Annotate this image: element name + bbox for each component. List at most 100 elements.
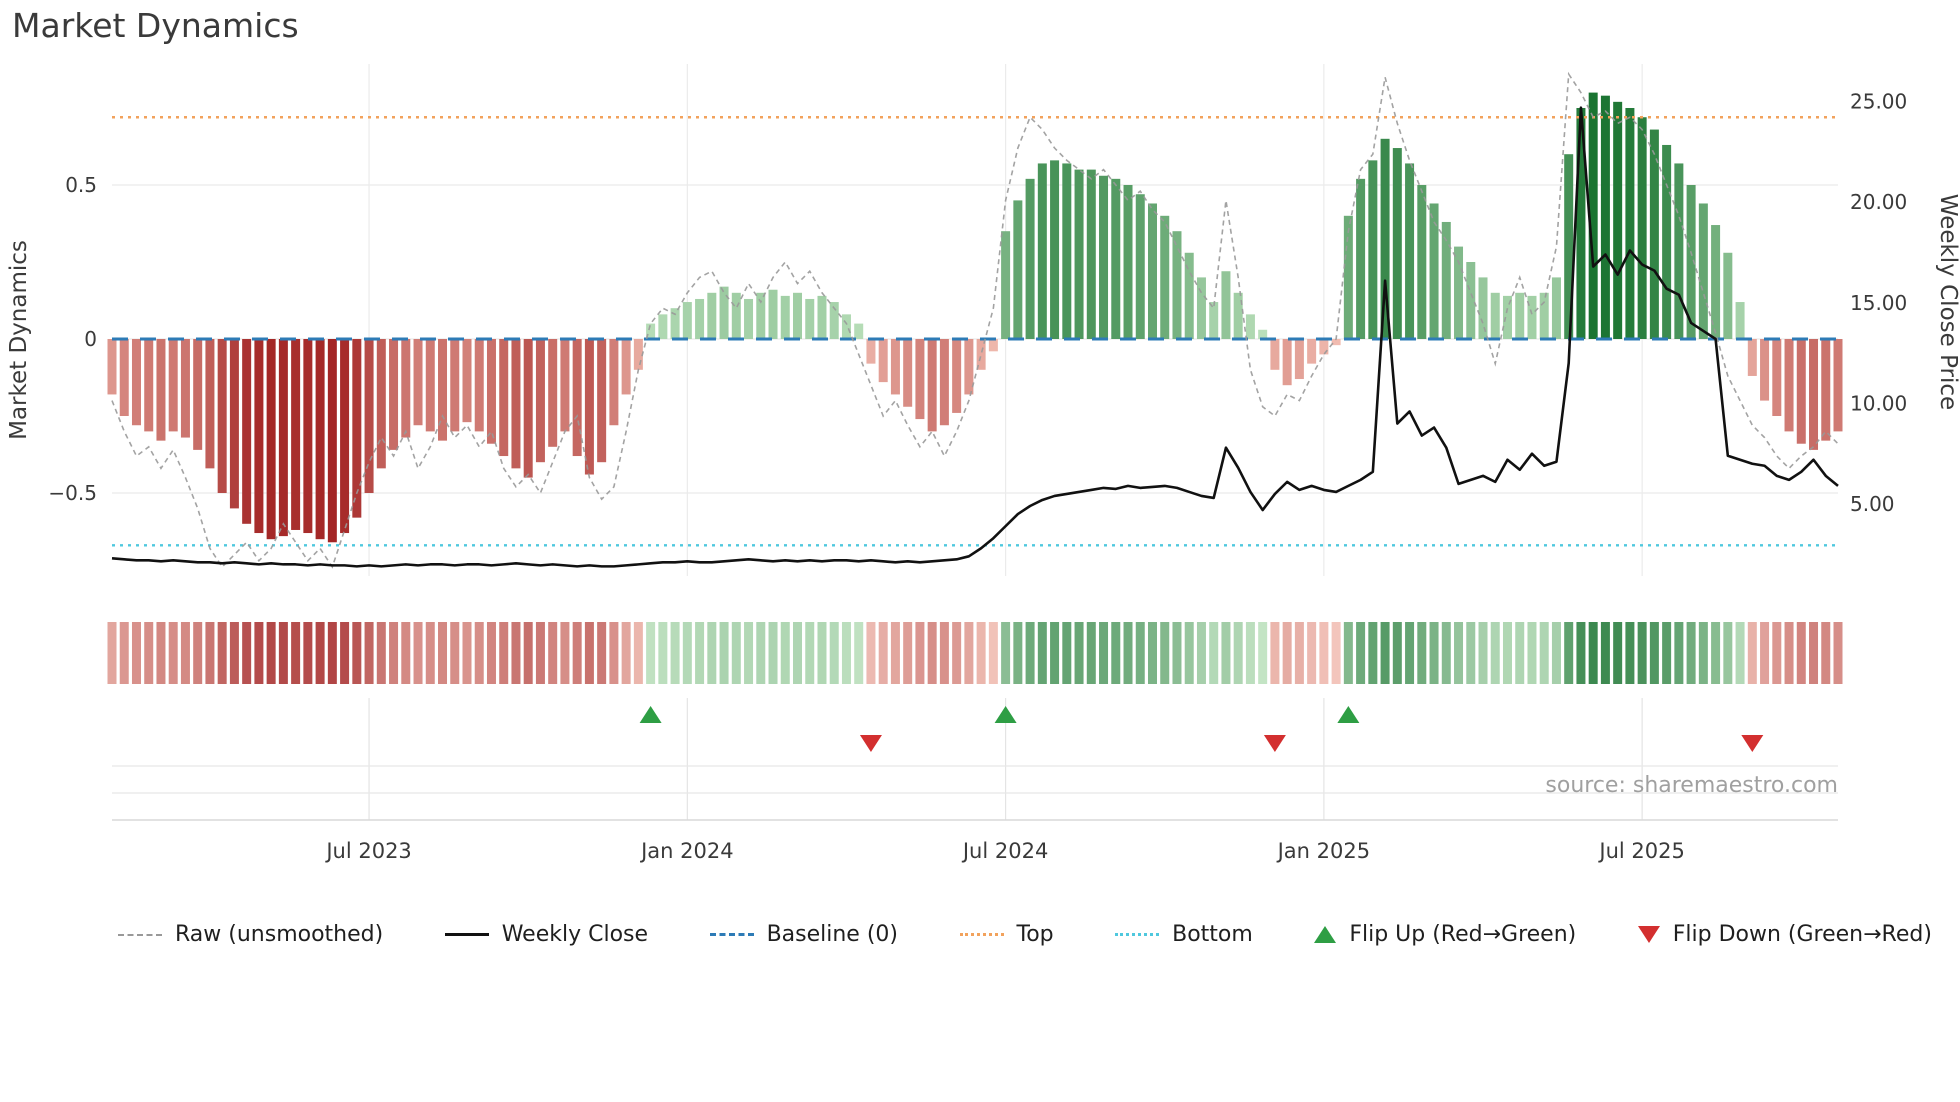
heatmap-cell — [805, 622, 815, 684]
oscillator-bar — [1050, 160, 1060, 339]
oscillator-bar — [890, 339, 900, 395]
heatmap-cell — [756, 622, 766, 684]
oscillator-bar — [1356, 178, 1366, 339]
weekly-close-line — [111, 106, 1839, 568]
flip-down-marker — [859, 735, 882, 752]
heatmap-cell — [1625, 622, 1635, 684]
oscillator-bar — [474, 339, 484, 432]
raw-line-icon — [118, 933, 162, 936]
oscillator-bar — [1649, 129, 1659, 339]
heatmap-cell — [939, 622, 949, 684]
heatmap-cell — [1013, 622, 1023, 684]
heatmap-cell — [584, 622, 594, 684]
oscillator-bar — [829, 302, 839, 339]
flip-up-marker — [994, 706, 1017, 723]
oscillator-bar — [180, 339, 190, 438]
oscillator-bar — [633, 339, 643, 370]
legend-item-raw: Raw (unsmoothed) — [118, 922, 383, 947]
heatmap-cell — [511, 622, 521, 684]
bottom-line-icon — [1115, 933, 1160, 936]
oscillator-bar — [1662, 144, 1672, 339]
heatmap-cell — [768, 622, 778, 684]
heatmap-cell — [1074, 622, 1084, 684]
heatmap-cell — [952, 622, 962, 684]
heatmap-cell — [1441, 622, 1451, 684]
heatmap-cell — [131, 622, 141, 684]
heatmap-cell — [866, 622, 876, 684]
oscillator-bar — [1160, 215, 1170, 339]
oscillator-bar — [303, 339, 313, 534]
top-line-icon — [959, 933, 1004, 936]
heatmap-cell — [633, 622, 643, 684]
heatmap-cell — [425, 622, 435, 684]
oscillator-bar — [1539, 292, 1549, 339]
oscillator-bar — [389, 339, 399, 450]
heatmap-cell — [1184, 622, 1194, 684]
heatmap-cell — [1527, 622, 1537, 684]
heatmap-cell — [964, 622, 974, 684]
heatmap-cell — [474, 622, 484, 684]
heatmap-cell — [1123, 622, 1133, 684]
heatmap-cell — [1258, 622, 1268, 684]
oscillator-bar — [1111, 178, 1121, 339]
right-axis-title: Weekly Close Price — [1935, 194, 1960, 410]
oscillator-bar — [523, 339, 533, 478]
heatmap-cell — [841, 622, 851, 684]
heatmap-cell — [1209, 622, 1219, 684]
right-tick-label: 15.00 — [1850, 291, 1907, 315]
oscillator-bar — [817, 295, 827, 339]
legend-label-flip-down: Flip Down (Green→Red) — [1672, 922, 1932, 947]
oscillator-bar — [1368, 160, 1378, 339]
heatmap-cell — [1809, 622, 1819, 684]
oscillator-bar — [1613, 101, 1623, 339]
heatmap-cell — [597, 622, 607, 684]
oscillator-bar — [1490, 292, 1500, 339]
oscillator-bar — [560, 339, 570, 432]
heatmap-cell — [1723, 622, 1733, 684]
heatmap-cell — [1294, 622, 1304, 684]
oscillator-bar — [584, 339, 594, 475]
oscillator-bar — [1600, 95, 1610, 340]
legend-label-raw: Raw (unsmoothed) — [175, 922, 384, 947]
oscillator-bar — [401, 339, 411, 438]
oscillator-bar — [266, 339, 276, 540]
right-axis: 25.00 20.00 15.00 10.00 5.00 Weekly Close Pri… — [1850, 90, 1960, 516]
oscillator-bar — [1380, 138, 1390, 339]
oscillator-bar — [548, 339, 558, 447]
oscillator-bar — [425, 339, 435, 432]
heatmap-cell — [878, 622, 888, 684]
oscillator-bar — [205, 339, 215, 469]
heatmap-cell — [376, 622, 386, 684]
heatmap-cell — [535, 622, 545, 684]
x-axis: Jul 2023 Jan 2024 Jul 2024 Jan 2025 Jul 2025 — [324, 839, 1685, 863]
flip-up-icon — [1314, 926, 1337, 943]
heatmap-cell — [327, 622, 337, 684]
heatmap-cell — [548, 622, 558, 684]
oscillator-bar — [805, 298, 815, 339]
right-tick-label: 25.00 — [1850, 90, 1907, 114]
oscillator-bar — [1013, 200, 1023, 339]
heatmap-cell — [364, 622, 374, 684]
heatmap-cell — [1417, 622, 1427, 684]
heatmap-cell — [1001, 622, 1011, 684]
heatmap-cell — [119, 622, 129, 684]
oscillator-bar — [964, 339, 974, 395]
heatmap-cell — [854, 622, 864, 684]
oscillator-bar — [1551, 277, 1561, 339]
oscillator-bar — [780, 295, 790, 339]
heatmap-cell — [1600, 622, 1610, 684]
oscillator-bar — [131, 339, 141, 426]
heatmap-cell — [890, 622, 900, 684]
oscillator-bar — [1502, 295, 1512, 339]
legend-item-bottom: Bottom — [1115, 922, 1253, 947]
heatmap-cell — [438, 622, 448, 684]
heatmap-strip — [107, 622, 1843, 684]
oscillator-bar — [1123, 185, 1133, 339]
oscillator-bar — [340, 339, 350, 534]
oscillator-bar — [988, 339, 998, 352]
left-tick-label: 0.5 — [65, 173, 97, 197]
oscillator-bar — [841, 314, 851, 339]
oscillator-bars — [107, 92, 1843, 543]
right-tick-label: 20.00 — [1850, 190, 1907, 214]
heatmap-cell — [389, 622, 399, 684]
